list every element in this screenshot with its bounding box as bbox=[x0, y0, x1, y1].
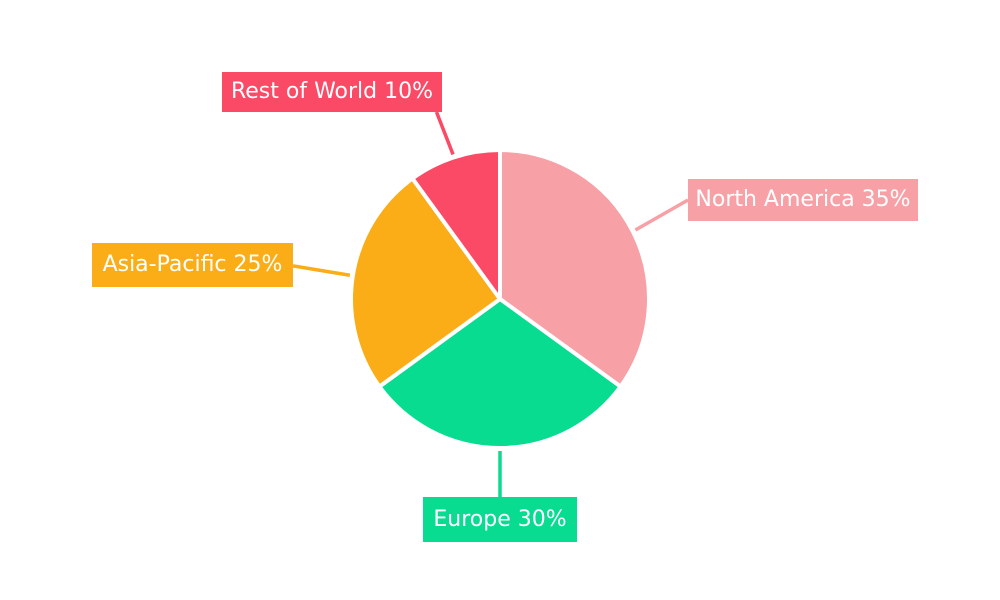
pie-slice-north-america bbox=[498, 148, 651, 389]
pie-slice-asia-pacific bbox=[349, 176, 502, 389]
pie-label-north-america: North America 35% bbox=[688, 179, 918, 221]
pie-label-europe: Europe 30% bbox=[423, 497, 577, 542]
leader-line-asia-pacific bbox=[292, 264, 351, 277]
leader-line-north-america bbox=[634, 198, 689, 232]
pie-slice-europe bbox=[377, 297, 623, 450]
pie-label-rest-of-world: Rest of World 10% bbox=[222, 72, 442, 112]
leader-line-rest-of-world bbox=[434, 111, 455, 156]
pie-label-asia-pacific: Asia-Pacific 25% bbox=[92, 243, 293, 287]
pie-slice-rest-of-world bbox=[410, 148, 502, 301]
